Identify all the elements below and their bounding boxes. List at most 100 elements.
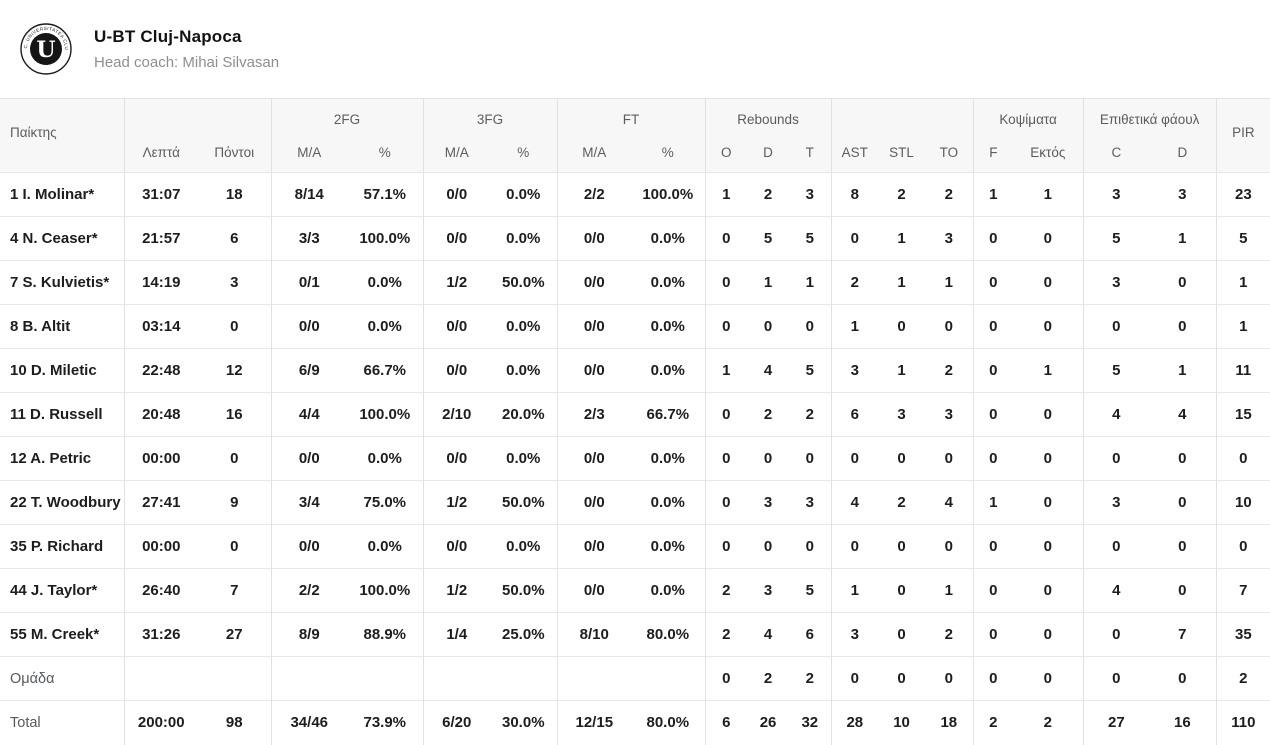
stat-cell: 0/0: [556, 568, 632, 613]
stat-cell: 1: [972, 480, 1014, 525]
team-totals-row: Ομάδα 0 2 2 0 0 0 0 0 0 0 2: [0, 656, 1270, 701]
group-header-ft: FT: [556, 98, 706, 134]
stat-cell: 0: [1082, 304, 1150, 349]
group-minutes-points: [123, 98, 271, 134]
stat-cell: 2: [747, 392, 790, 437]
stat-cell: 5: [1215, 216, 1270, 261]
stat-cell: 0: [1082, 612, 1150, 657]
player-row: 7 S. Kulvietis* 14:19 3 0/1 0.0% 1/2 50.0% 0/0 0…: [0, 260, 1270, 305]
stat-cell: 03:14: [123, 304, 198, 349]
col-header-pir: PIR: [1215, 98, 1270, 173]
stat-cell: 0: [789, 524, 832, 569]
stat-cell: 0/0: [422, 524, 491, 569]
stat-cell: 0: [830, 216, 879, 261]
stat-cell: 0: [1149, 524, 1217, 569]
stat-cell: 1/4: [422, 612, 491, 657]
stat-cell: 3: [878, 392, 926, 437]
badge-letter: U: [36, 37, 55, 63]
stat-cell: 0: [972, 524, 1014, 569]
stat-cell: 1: [1215, 260, 1270, 305]
stat-cell: 4: [830, 480, 879, 525]
col-header-reb-o: O: [704, 133, 748, 173]
stat-cell: 6/9: [270, 348, 347, 393]
stat-cell: 0/0: [556, 524, 632, 569]
stat-cell: 57.1%: [347, 172, 424, 217]
stat-cell: 0: [1149, 304, 1217, 349]
stat-cell: 0: [972, 612, 1014, 657]
stat-cell: 00:00: [123, 436, 198, 481]
col-header-minutes: Λεπτά: [123, 133, 198, 173]
stat-cell: [556, 656, 632, 701]
stat-cell: 16: [1149, 700, 1217, 745]
stat-cell: 3: [925, 392, 974, 437]
stat-cell: 0: [972, 436, 1014, 481]
stat-cell: 0.0%: [347, 260, 424, 305]
stat-cell: 0/0: [556, 436, 632, 481]
stat-cell: [198, 656, 271, 701]
stat-cell: 3: [1082, 172, 1150, 217]
stat-cell: 100.0%: [347, 392, 424, 437]
stat-cell: 1: [1013, 348, 1084, 393]
stat-cell: 0: [1082, 656, 1150, 701]
stat-cell: 0: [972, 656, 1014, 701]
stat-cell: 4: [1082, 392, 1150, 437]
stat-cell: 28: [830, 700, 879, 745]
col-header-to: TO: [925, 133, 974, 173]
stat-cell: 0: [1149, 436, 1217, 481]
team-name: U-BT Cluj-Napoca: [94, 27, 242, 46]
stat-cell: 4: [1149, 392, 1217, 437]
stat-cell: 100.0%: [347, 568, 424, 613]
stat-cell: 0: [704, 216, 748, 261]
stat-cell: 1/2: [422, 260, 491, 305]
stat-cell: 34/46: [270, 700, 347, 745]
player-name-cell: 12 A. Petric: [0, 436, 124, 481]
stat-cell: 0.0%: [490, 436, 558, 481]
stat-cell: 1: [830, 568, 879, 613]
stat-cell: 3/3: [270, 216, 347, 261]
stat-cell: 18: [198, 172, 271, 217]
stat-cell: 1: [925, 568, 974, 613]
stat-cell: 80.0%: [631, 700, 706, 745]
stat-cell: 0: [925, 524, 974, 569]
stat-cell: [270, 656, 347, 701]
stat-cell: 8: [830, 172, 879, 217]
player-name-cell: 55 M. Creek*: [0, 612, 124, 657]
stat-cell: 2/3: [556, 392, 632, 437]
stat-cell: 1: [704, 348, 748, 393]
stat-cell: 0: [1013, 524, 1084, 569]
stat-cell: 5: [789, 348, 832, 393]
player-row: 11 D. Russell 20:48 16 4/4 100.0% 2/10 20.0% 2/…: [0, 392, 1270, 437]
stat-cell: 0: [198, 304, 271, 349]
stat-cell: 0: [972, 348, 1014, 393]
stat-cell: 110: [1215, 700, 1270, 745]
stat-cell: 98: [198, 700, 271, 745]
stat-cell: 0.0%: [631, 524, 706, 569]
stat-cell: 27:41: [123, 480, 198, 525]
stat-cell: 31:07: [123, 172, 198, 217]
stat-cell: 4: [747, 612, 790, 657]
player-row: 10 D. Miletic 22:48 12 6/9 66.7% 0/0 0.0% 0/0 0.…: [0, 348, 1270, 393]
stat-cell: 22:48: [123, 348, 198, 393]
stat-cell: 0.0%: [347, 524, 424, 569]
stat-cell: 50.0%: [490, 260, 558, 305]
stat-cell: 0.0%: [490, 304, 558, 349]
stat-cell: 10: [878, 700, 926, 745]
stat-cell: 3: [198, 260, 271, 305]
stat-cell: 0/1: [270, 260, 347, 305]
player-row: 44 J. Taylor* 26:40 7 2/2 100.0% 1/2 50.0% 0/0 0…: [0, 568, 1270, 613]
box-score-table: Παίκτης 2FG 3FG FT Rebounds Κοψίματα Επι…: [0, 98, 1270, 745]
stat-cell: 0: [925, 436, 974, 481]
stat-cell: 0: [878, 436, 926, 481]
stat-cell: 2: [1013, 700, 1084, 745]
column-header-row: Λεπτά Πόντοι M/A % M/A % M/A % O D T AST…: [0, 133, 1270, 173]
stat-cell: 18: [925, 700, 974, 745]
stat-cell: [347, 656, 424, 701]
stat-cell: 7: [1149, 612, 1217, 657]
stat-cell: 0: [1013, 392, 1084, 437]
stat-cell: 0: [1215, 436, 1270, 481]
club-badge-icon: F.C. UNIVERSITATEA CLUJ 1919 U: [19, 19, 72, 75]
stat-cell: 0: [704, 304, 748, 349]
stat-cell: 3: [830, 348, 879, 393]
stat-cell: 0: [704, 392, 748, 437]
stat-cell: 11: [1215, 348, 1270, 393]
